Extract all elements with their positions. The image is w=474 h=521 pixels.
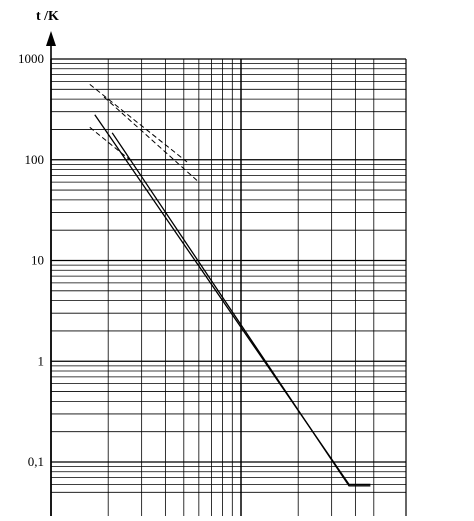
y-tick-label: 1000 bbox=[18, 51, 44, 66]
series-line-5 bbox=[89, 126, 131, 161]
series-line-4 bbox=[103, 96, 200, 183]
y-tick-label: 0,1 bbox=[28, 454, 44, 469]
y-tick-label: 1 bbox=[38, 353, 45, 368]
y-tick-label: 100 bbox=[25, 152, 45, 167]
y-tick-labels: 1000 100 10 1 0,1 bbox=[18, 51, 44, 469]
y-axis-arrow bbox=[46, 31, 56, 46]
series-line-2 bbox=[111, 132, 371, 487]
series-line-1 bbox=[94, 114, 371, 486]
grid bbox=[50, 58, 407, 516]
series bbox=[89, 84, 371, 487]
axes: t /K bbox=[36, 9, 59, 516]
y-tick-label: 10 bbox=[31, 253, 44, 268]
y-axis-label: t /K bbox=[36, 9, 59, 24]
series-line-3 bbox=[89, 84, 188, 163]
